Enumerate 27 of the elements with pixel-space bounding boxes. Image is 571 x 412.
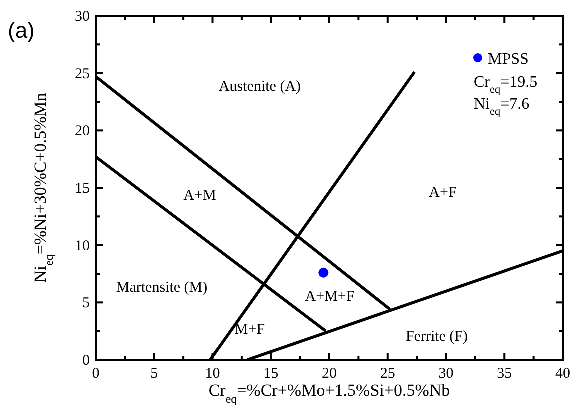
x-tick-label: 5 bbox=[150, 366, 158, 382]
annotation: M+F bbox=[234, 322, 266, 338]
y-tick-label: 5 bbox=[82, 296, 90, 312]
y-tick-label: 10 bbox=[75, 238, 90, 254]
x-axis-title: Cr$_{eq}$=%Cr+%Mo+1.5%Si+0.5%Nb bbox=[208, 381, 450, 406]
y-tick-label: 30 bbox=[75, 9, 90, 25]
y-tick-label: 25 bbox=[75, 66, 90, 82]
annotation: Cr$_{eq}$=19.5 bbox=[474, 74, 538, 96]
annotation: Ni$_{eq}$=7.6 bbox=[474, 96, 530, 118]
x-tick-label: 15 bbox=[264, 366, 279, 382]
annotation: A+F bbox=[429, 185, 457, 202]
x-tick-label: 20 bbox=[322, 366, 337, 382]
legend-label: MPSS bbox=[488, 51, 529, 68]
text: (a) bbox=[8, 18, 35, 43]
annotation: A+M bbox=[184, 188, 216, 204]
y-tick-label: 15 bbox=[75, 181, 90, 197]
x-tick-label: 30 bbox=[438, 366, 454, 382]
annotation: Ferrite (F) bbox=[406, 329, 468, 346]
y-tick-label: 20 bbox=[75, 124, 90, 140]
x-tick-label: 35 bbox=[497, 366, 512, 382]
y-tick-label: 0 bbox=[82, 353, 90, 369]
annotation: A+M+F bbox=[305, 289, 355, 306]
x-tick-label: 40 bbox=[556, 366, 570, 382]
x-tick-label: 25 bbox=[380, 366, 396, 382]
x-tick-label: 10 bbox=[205, 366, 220, 382]
annotation: Austenite (A) bbox=[218, 79, 302, 96]
annotation: Martensite (M) bbox=[116, 280, 208, 296]
